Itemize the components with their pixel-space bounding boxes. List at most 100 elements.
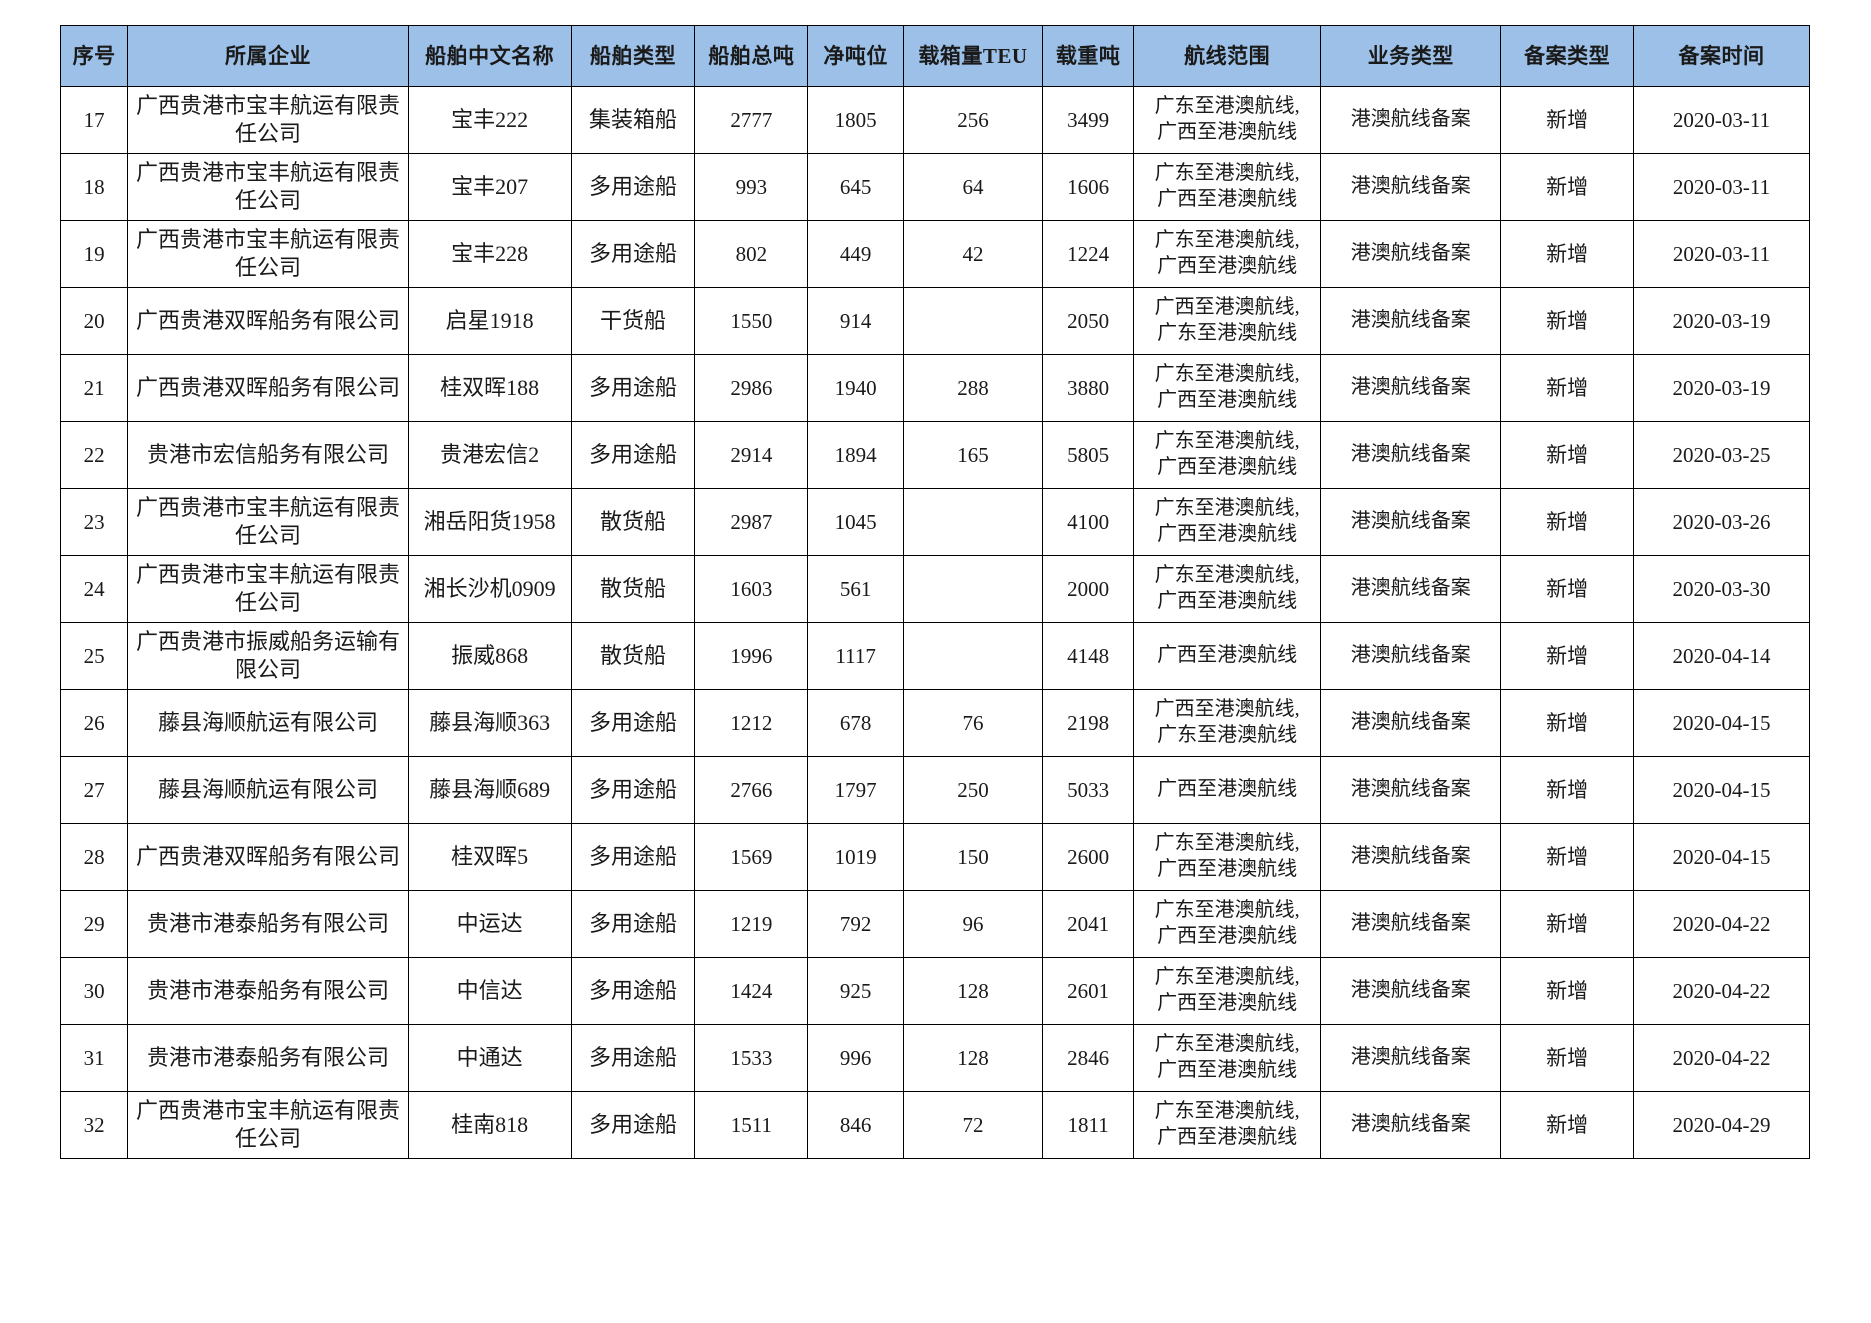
row-index: 20 [59,287,129,355]
column-header-filing-type: 备案类型 [1500,25,1634,87]
row-net-tonnage: 1019 [807,823,904,891]
row-teu: 64 [902,153,1043,221]
row-ship-name: 桂南818 [407,1091,572,1159]
row-teu [902,555,1043,623]
row-company: 藤县海顺航运有限公司 [127,689,409,757]
row-ship-type: 多用途船 [570,220,696,288]
row-gross-tonnage: 1511 [694,1091,809,1159]
row-route: 广西至港澳航线, 广东至港澳航线 [1133,689,1322,757]
table-body: 17 广西贵港市宝丰航运有限责任公司 宝丰222 集装箱船 2777 1805 256 349… [59,86,1811,1159]
row-route: 广东至港澳航线, 广西至港澳航线 [1133,1091,1322,1159]
row-business-type: 港澳航线备案 [1320,1091,1502,1159]
row-ship-name: 湘岳阳货1958 [407,488,572,556]
row-route: 广东至港澳航线, 广西至港澳航线 [1133,421,1322,489]
row-index: 23 [59,488,129,556]
row-teu: 165 [902,421,1043,489]
row-route: 广东至港澳航线, 广西至港澳航线 [1133,1024,1322,1092]
row-ship-name: 中信达 [407,957,572,1025]
row-business-type: 港澳航线备案 [1320,287,1502,355]
row-gross-tonnage: 2766 [694,756,809,824]
row-filing-date: 2020-04-22 [1632,957,1811,1025]
row-deadweight: 5033 [1041,756,1135,824]
row-ship-type: 多用途船 [570,354,696,422]
row-filing-date: 2020-03-19 [1632,354,1811,422]
row-deadweight: 2601 [1041,957,1135,1025]
row-teu: 128 [902,1024,1043,1092]
row-filing-date: 2020-03-11 [1632,220,1811,288]
row-filing-type: 新增 [1500,488,1634,556]
row-deadweight: 1606 [1041,153,1135,221]
row-ship-type: 多用途船 [570,1091,696,1159]
row-ship-type: 散货船 [570,488,696,556]
row-ship-type: 多用途船 [570,957,696,1025]
row-net-tonnage: 1117 [807,622,904,690]
table-row: 25 广西贵港市振威船务运输有限公司 振威868 散货船 1996 1117 4148 广西至… [59,622,1811,690]
row-ship-name: 宝丰228 [407,220,572,288]
row-deadweight: 3880 [1041,354,1135,422]
row-business-type: 港澳航线备案 [1320,622,1502,690]
row-ship-name: 桂双晖5 [407,823,572,891]
row-business-type: 港澳航线备案 [1320,354,1502,422]
row-ship-name: 藤县海顺363 [407,689,572,757]
row-filing-date: 2020-03-30 [1632,555,1811,623]
table-header-row: 序号 所属企业 船舶中文名称 船舶类型 船舶总吨 净吨位 载箱量TEU 载重吨 … [59,25,1811,87]
row-filing-date: 2020-04-15 [1632,756,1811,824]
row-filing-type: 新增 [1500,890,1634,958]
row-company: 贵港市港泰船务有限公司 [127,1024,409,1092]
row-gross-tonnage: 1550 [694,287,809,355]
column-header-filing-date: 备案时间 [1632,25,1811,87]
row-ship-type: 散货船 [570,555,696,623]
column-header-deadweight: 载重吨 [1041,25,1135,87]
row-route: 广东至港澳航线, 广西至港澳航线 [1133,488,1322,556]
row-filing-type: 新增 [1500,1091,1634,1159]
row-deadweight: 2846 [1041,1024,1135,1092]
table-row: 23 广西贵港市宝丰航运有限责任公司 湘岳阳货1958 散货船 2987 1045 4100… [59,488,1811,556]
row-filing-type: 新增 [1500,354,1634,422]
row-business-type: 港澳航线备案 [1320,957,1502,1025]
row-gross-tonnage: 1569 [694,823,809,891]
row-net-tonnage: 1894 [807,421,904,489]
table-row: 31 贵港市港泰船务有限公司 中通达 多用途船 1533 996 128 2846 广东至港澳航… [59,1024,1811,1092]
column-header-ship-name: 船舶中文名称 [407,25,572,87]
table-row: 21 广西贵港双晖船务有限公司 桂双晖188 多用途船 2986 1940 288 3880 广… [59,354,1811,422]
table-row: 32 广西贵港市宝丰航运有限责任公司 桂南818 多用途船 1511 846 72 1811 广… [59,1091,1811,1159]
row-business-type: 港澳航线备案 [1320,689,1502,757]
row-filing-type: 新增 [1500,220,1634,288]
row-gross-tonnage: 1219 [694,890,809,958]
row-route: 广东至港澳航线, 广西至港澳航线 [1133,890,1322,958]
row-company: 广西贵港双晖船务有限公司 [127,354,409,422]
row-net-tonnage: 645 [807,153,904,221]
row-ship-name: 桂双晖188 [407,354,572,422]
row-route: 广东至港澳航线, 广西至港澳航线 [1133,153,1322,221]
row-ship-name: 湘长沙机0909 [407,555,572,623]
table-row: 29 贵港市港泰船务有限公司 中运达 多用途船 1219 792 96 2041 广东至港澳航线… [59,890,1811,958]
row-ship-type: 多用途船 [570,153,696,221]
row-teu: 76 [902,689,1043,757]
table-row: 17 广西贵港市宝丰航运有限责任公司 宝丰222 集装箱船 2777 1805 256 349… [59,86,1811,154]
row-business-type: 港澳航线备案 [1320,86,1502,154]
row-deadweight: 2000 [1041,555,1135,623]
row-company: 贵港市港泰船务有限公司 [127,957,409,1025]
row-gross-tonnage: 1996 [694,622,809,690]
row-net-tonnage: 1797 [807,756,904,824]
row-filing-type: 新增 [1500,287,1634,355]
row-deadweight: 1811 [1041,1091,1135,1159]
row-gross-tonnage: 1603 [694,555,809,623]
row-index: 22 [59,421,129,489]
row-filing-type: 新增 [1500,756,1634,824]
row-gross-tonnage: 2914 [694,421,809,489]
row-teu [902,287,1043,355]
row-filing-date: 2020-03-11 [1632,86,1811,154]
row-net-tonnage: 1805 [807,86,904,154]
row-gross-tonnage: 2777 [694,86,809,154]
row-gross-tonnage: 802 [694,220,809,288]
row-route: 广东至港澳航线, 广西至港澳航线 [1133,957,1322,1025]
row-business-type: 港澳航线备案 [1320,1024,1502,1092]
row-deadweight: 2600 [1041,823,1135,891]
column-header-index: 序号 [59,25,129,87]
row-route: 广西至港澳航线, 广东至港澳航线 [1133,287,1322,355]
row-index: 18 [59,153,129,221]
row-ship-name: 宝丰207 [407,153,572,221]
row-net-tonnage: 1940 [807,354,904,422]
row-gross-tonnage: 1533 [694,1024,809,1092]
